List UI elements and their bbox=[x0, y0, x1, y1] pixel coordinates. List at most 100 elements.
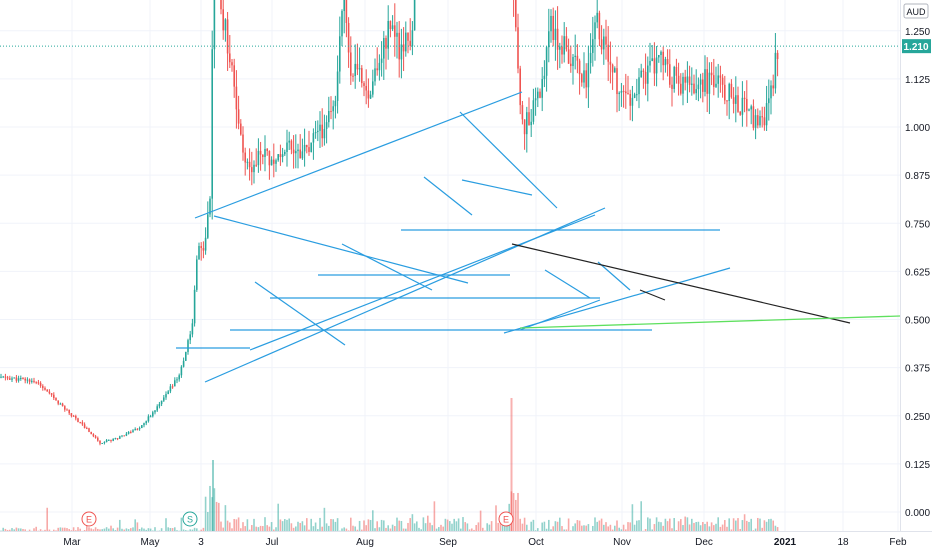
candle-body bbox=[752, 106, 755, 128]
volume-bar bbox=[559, 517, 561, 531]
time-axis[interactable]: Mar May 3 Jul Aug Sep Oct Nov Dec 2021 18 Feb bbox=[0, 531, 932, 549]
event-marker-label: E bbox=[503, 515, 509, 525]
volume-bar bbox=[64, 527, 66, 531]
volume-bar bbox=[743, 514, 746, 531]
candle-body bbox=[143, 423, 145, 426]
volume-bar bbox=[145, 529, 147, 531]
candle-body bbox=[611, 64, 614, 73]
candle-body bbox=[589, 52, 592, 64]
candle-body bbox=[9, 378, 11, 380]
volume-bar bbox=[334, 521, 337, 531]
volume-bar bbox=[455, 521, 458, 531]
candle-body bbox=[405, 32, 407, 52]
candle-body bbox=[268, 150, 271, 166]
volume-bar bbox=[411, 514, 414, 531]
candle-body bbox=[552, 15, 554, 41]
x-tick-label: Oct bbox=[528, 537, 544, 548]
candle-body bbox=[534, 98, 537, 101]
volume-bar bbox=[446, 519, 449, 531]
candle-body bbox=[704, 69, 706, 92]
volume-bar bbox=[772, 520, 774, 531]
volume-bar bbox=[2, 527, 4, 531]
candle-body bbox=[728, 83, 730, 101]
volume-bar bbox=[237, 517, 240, 531]
volume-bar bbox=[147, 528, 150, 531]
volume-bar bbox=[88, 527, 90, 531]
volume-bar bbox=[389, 528, 392, 531]
volume-bar bbox=[622, 524, 625, 531]
last-price-label: 1.210 bbox=[903, 42, 928, 53]
candle-body bbox=[570, 63, 572, 67]
candle-body bbox=[108, 439, 110, 441]
candle-body bbox=[374, 68, 376, 82]
candle-body bbox=[347, 23, 350, 53]
candle-body bbox=[776, 52, 779, 60]
candle-body bbox=[189, 334, 191, 341]
candle-body bbox=[638, 77, 640, 95]
candle-body bbox=[2, 376, 4, 378]
volume-bar bbox=[398, 520, 400, 531]
volume-bar bbox=[741, 520, 744, 531]
volume-bar bbox=[259, 525, 262, 531]
volume-bar bbox=[169, 527, 172, 531]
candle-body bbox=[92, 434, 95, 437]
candle-body bbox=[541, 79, 543, 98]
candle-body bbox=[33, 380, 35, 382]
candle-body bbox=[204, 237, 207, 251]
candle-body bbox=[336, 71, 339, 101]
volume-bar bbox=[196, 528, 198, 531]
price-axis[interactable]: 2.5002.3752.2502.1252.0001.8751.7501.625… bbox=[900, 0, 932, 550]
candle-body bbox=[387, 20, 389, 49]
candle-body bbox=[226, 19, 229, 54]
candle-body bbox=[666, 59, 669, 65]
candle-body bbox=[759, 116, 761, 126]
currency-box bbox=[903, 3, 929, 19]
volume-bar bbox=[279, 519, 282, 531]
candle-body bbox=[660, 51, 662, 56]
candle-body bbox=[297, 149, 299, 152]
volume-bar bbox=[46, 507, 48, 531]
volume-bar bbox=[631, 504, 634, 531]
candle-body bbox=[198, 246, 200, 260]
volume-bar bbox=[152, 530, 154, 531]
candle-body bbox=[141, 425, 143, 429]
volume-bar bbox=[119, 519, 121, 531]
candle-body bbox=[757, 115, 759, 126]
trendline-blue bbox=[254, 281, 346, 346]
candle-body bbox=[523, 119, 526, 135]
volume-bar bbox=[567, 518, 570, 531]
volume-bar bbox=[757, 517, 759, 531]
candle-body bbox=[748, 109, 750, 111]
candle-body bbox=[317, 130, 319, 132]
candle-body bbox=[136, 429, 139, 431]
volume-bar bbox=[609, 524, 612, 531]
volume-bar bbox=[70, 530, 73, 531]
y-tick-label: 1.250 bbox=[905, 27, 930, 38]
volume-bar bbox=[677, 521, 680, 531]
candle-body bbox=[39, 382, 42, 386]
candle-body bbox=[310, 142, 312, 152]
candle-body bbox=[732, 97, 735, 104]
candle-body bbox=[279, 154, 282, 158]
volume-bar bbox=[739, 528, 741, 531]
volume-bar bbox=[416, 521, 418, 531]
candle-body bbox=[44, 387, 46, 390]
volume-bar bbox=[477, 522, 480, 531]
volume-bar bbox=[598, 520, 601, 531]
candle-body bbox=[664, 59, 667, 66]
volume-bar bbox=[75, 530, 77, 531]
volume-bar bbox=[647, 517, 649, 531]
candle-body bbox=[251, 167, 253, 173]
volume-bar bbox=[336, 518, 339, 531]
volume-bar bbox=[666, 521, 669, 531]
candle-body bbox=[15, 377, 18, 381]
candle-body bbox=[222, 9, 224, 31]
volume-bar bbox=[33, 528, 35, 531]
volume-bar bbox=[105, 527, 108, 531]
volume-bar bbox=[303, 525, 306, 531]
candle-body bbox=[526, 112, 528, 135]
candle-body bbox=[581, 74, 583, 83]
volume-bar bbox=[114, 530, 117, 531]
volume-bar bbox=[697, 521, 700, 531]
